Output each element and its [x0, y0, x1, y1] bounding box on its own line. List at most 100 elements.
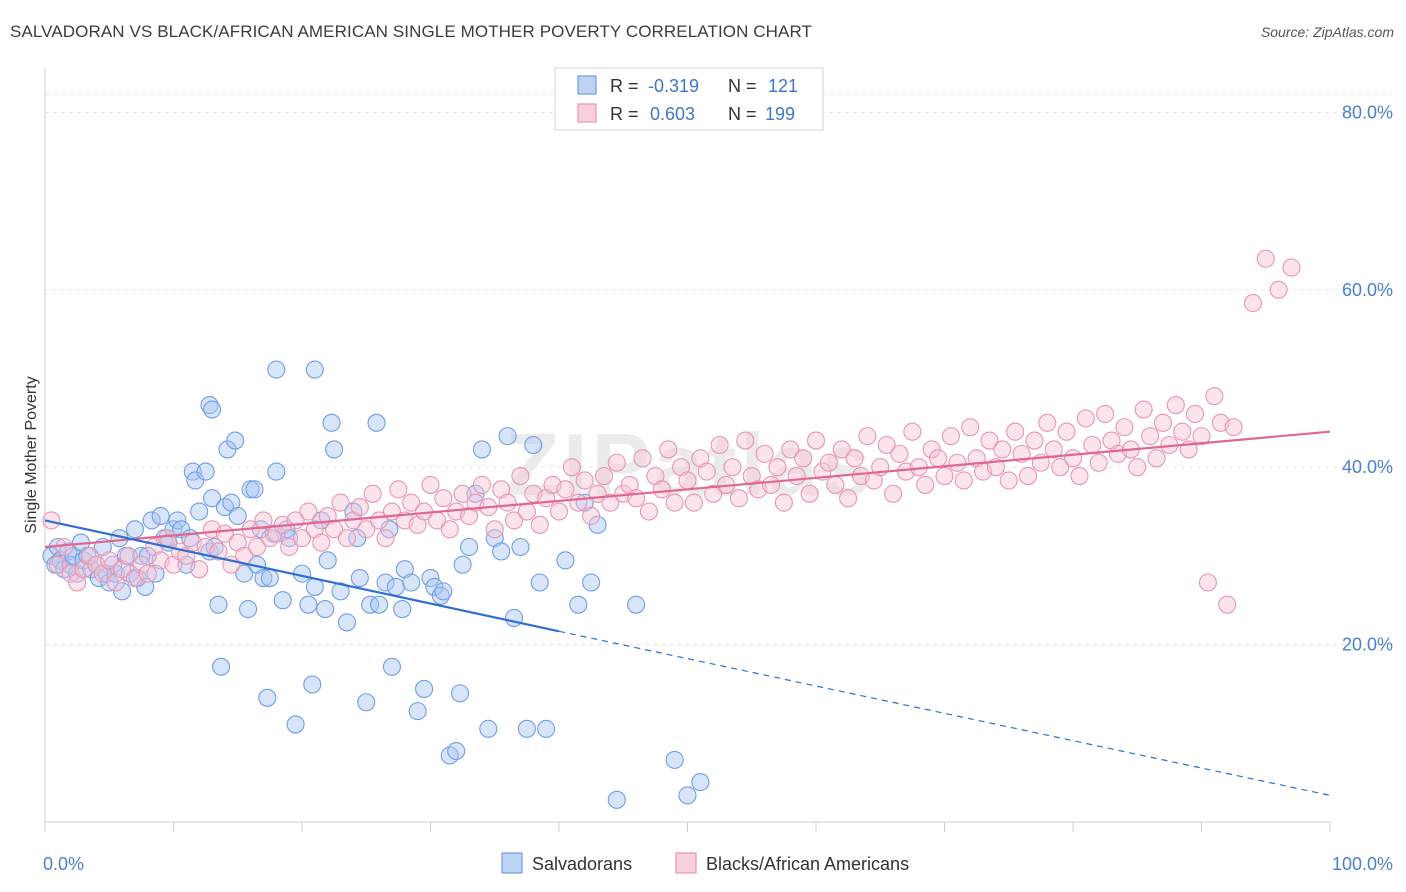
blacks-point	[948, 453, 967, 472]
blacks-point	[42, 511, 61, 530]
blacks-point	[993, 440, 1012, 459]
salvadorans-point	[447, 741, 466, 761]
blacks-point	[961, 418, 980, 437]
salvadorans-trend-extension	[558, 630, 1331, 796]
salvadorans-point	[164, 520, 183, 539]
blacks-point	[877, 435, 896, 455]
blacks-point	[504, 511, 524, 530]
salvadorans-point	[451, 684, 470, 703]
blacks-point	[440, 520, 459, 539]
blacks-point	[922, 440, 941, 459]
blacks-point	[761, 475, 781, 494]
blacks-point	[954, 471, 973, 490]
salvadorans-point	[113, 582, 132, 601]
blacks-point	[639, 502, 659, 521]
blacks-point	[916, 475, 935, 494]
salvadorans-point	[370, 595, 389, 614]
blacks-point	[1166, 396, 1185, 415]
salvadorans-point	[434, 582, 453, 601]
blacks-point	[549, 502, 569, 521]
blacks-point	[1282, 258, 1301, 277]
blacks-point	[80, 546, 100, 565]
blacks-point	[582, 506, 601, 526]
tick-labels: 20.0% 40.0% 60.0% 80.0% 0.0% 100.0%	[43, 102, 1393, 874]
salvadorans-point	[582, 573, 601, 592]
salvadorans-point	[238, 600, 258, 619]
blacks-point	[562, 458, 581, 477]
salvadorans-point	[226, 431, 245, 450]
salvadorans-point	[322, 413, 341, 432]
legend-n-label-1: N =	[728, 76, 757, 96]
blacks-point	[357, 520, 376, 539]
blacks-point	[1153, 413, 1172, 432]
blacks-point	[935, 466, 954, 486]
blacks-trend-line	[44, 430, 1331, 549]
blacks-point	[1025, 431, 1044, 450]
blacks-point	[858, 427, 877, 446]
salvadorans-point	[607, 790, 626, 809]
blacks-point	[1147, 449, 1166, 468]
blacks-point	[806, 431, 826, 450]
blacks-point	[100, 551, 119, 570]
blacks-point	[736, 431, 755, 450]
blacks-point	[684, 493, 703, 512]
blacks-point	[1038, 413, 1057, 432]
blacks-point	[190, 560, 209, 579]
blacks-point	[209, 542, 228, 561]
bottom-legend-salvadorans: Salvadorans	[532, 854, 632, 874]
blacks-point	[729, 489, 748, 508]
blacks-point	[1051, 458, 1070, 477]
blacks-point	[704, 484, 723, 503]
blacks-point	[633, 449, 652, 468]
legend-r-label-2: R =	[610, 104, 639, 124]
salvadorans-point	[492, 542, 511, 561]
blacks-point	[941, 427, 960, 446]
blacks-point	[280, 537, 299, 557]
salvadorans-point	[203, 489, 222, 508]
blacks-point	[845, 449, 864, 468]
salvadorans-point	[421, 569, 440, 588]
salvadorans-point	[393, 600, 412, 619]
y-tick-label: 60.0%	[1342, 280, 1393, 300]
blacks-point	[402, 493, 421, 512]
blacks-point	[787, 466, 806, 486]
salvadorans-point	[146, 564, 165, 583]
blacks-point	[1063, 449, 1083, 468]
blacks-point	[1173, 422, 1192, 441]
blacks-point	[794, 449, 813, 468]
blacks-point	[903, 422, 922, 441]
y-tick-label: 40.0%	[1342, 457, 1393, 477]
salvadorans-point	[228, 506, 247, 526]
salvadorans-point	[258, 688, 277, 707]
salvadorans-point	[511, 537, 530, 557]
salvadorans-point	[556, 551, 575, 570]
blacks-point	[1205, 387, 1224, 406]
salvadorans-point	[357, 693, 376, 712]
blacks-point	[1243, 294, 1262, 313]
blacks-point	[158, 529, 177, 548]
salvadorans-point	[350, 569, 369, 588]
blacks-point	[723, 458, 742, 477]
salvadorans-point	[627, 595, 646, 614]
salvadorans-point	[569, 595, 588, 614]
blacks-point	[1269, 280, 1288, 299]
salvadorans-point	[691, 773, 710, 792]
salvadorans-point	[408, 702, 427, 721]
salvadorans-point	[286, 715, 305, 734]
blacks-point	[659, 440, 678, 459]
salvadorans-point	[209, 595, 228, 614]
blacks-point	[627, 489, 646, 508]
blacks-point	[299, 502, 318, 521]
salvadorans-point	[479, 719, 498, 738]
blacks-point	[1218, 595, 1237, 614]
legend-n-value-2: 199	[765, 104, 795, 124]
blacks-point	[119, 546, 138, 565]
salvadorans-point	[524, 435, 543, 455]
salvadorans-point	[498, 427, 517, 446]
legend-n-value-1: 121	[768, 76, 798, 96]
blacks-point	[331, 493, 350, 512]
blacks-point	[839, 489, 858, 508]
blacks-point	[453, 484, 472, 503]
blacks-point	[1076, 409, 1095, 428]
salvadorans-point	[678, 786, 697, 805]
